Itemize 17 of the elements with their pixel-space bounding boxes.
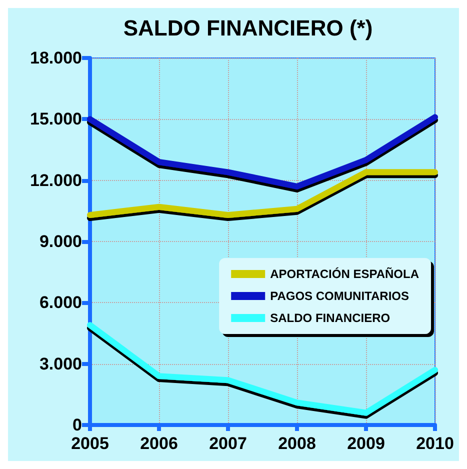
y-tick-label: 6.000 [39, 293, 82, 312]
chart-title: SALDO FINANCIERO (*) [123, 16, 373, 40]
x-tick-label: 2006 [140, 434, 178, 453]
x-tick-label: 2010 [416, 434, 454, 453]
y-tick-label: 0 [72, 416, 82, 434]
y-tick-label: 9.000 [39, 232, 82, 251]
legend-label: SALDO FINANCIERO [270, 311, 390, 325]
y-tick-label: 18.000 [30, 48, 82, 68]
legend-label: PAGOS COMUNITARIOS [270, 289, 409, 303]
y-tick-label: 15.000 [30, 110, 82, 129]
x-tick-label: 2009 [347, 434, 385, 453]
y-tick-label: 12.000 [30, 170, 82, 190]
x-tick-label: 2008 [278, 434, 316, 453]
y-tick-label: 3.000 [39, 354, 82, 374]
x-tick-label: 2007 [209, 434, 247, 453]
x-tick-label: 2005 [71, 434, 109, 453]
legend-label: APORTACIÓN ESPAÑOLA [270, 267, 420, 281]
